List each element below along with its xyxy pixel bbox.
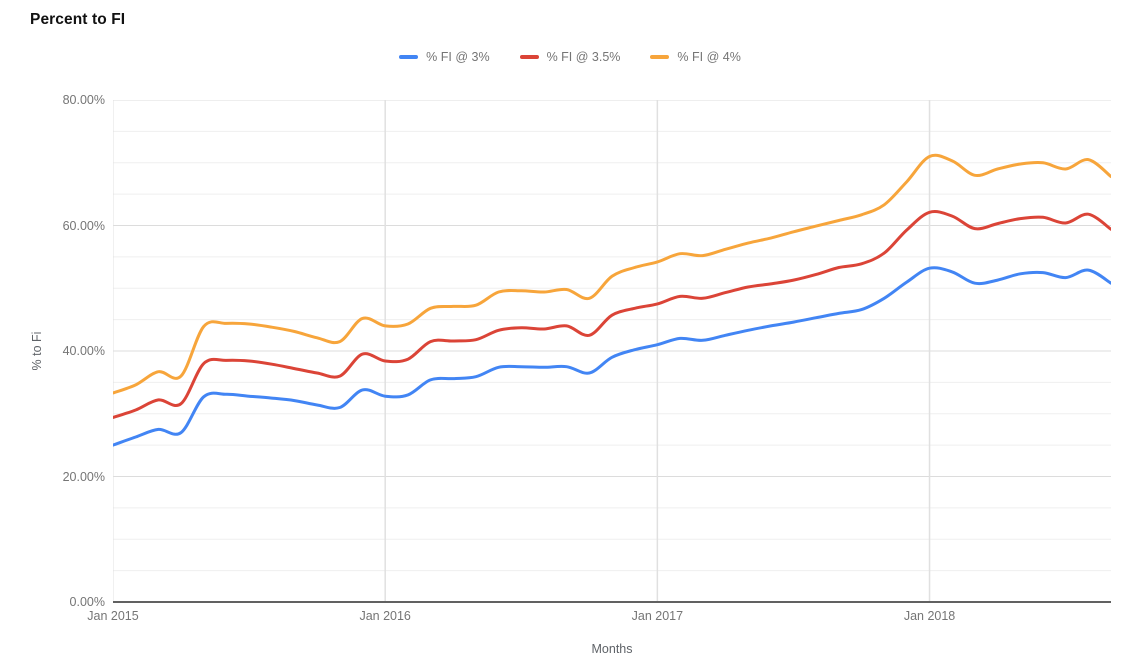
series-line: [113, 266, 1111, 447]
y-tick-label: 40.00%: [62, 344, 105, 358]
legend-item[interactable]: % FI @ 4%: [650, 50, 741, 64]
legend: % FI @ 3% % FI @ 3.5% % FI @ 4%: [0, 50, 1140, 64]
series-line: [113, 210, 1111, 419]
x-tick-label: Jan 2016: [359, 609, 411, 623]
y-axis-title: % to Fi: [30, 331, 44, 371]
y-tick-label: 80.00%: [62, 93, 105, 107]
x-axis-title: Months: [591, 642, 633, 656]
legend-label: % FI @ 3.5%: [546, 50, 621, 64]
x-tick-label: Jan 2018: [903, 609, 956, 623]
legend-swatch-icon: [519, 55, 539, 59]
legend-item[interactable]: % FI @ 3%: [399, 50, 490, 64]
series-line: [113, 153, 1111, 395]
x-tick-label: Jan 2017: [631, 609, 684, 623]
y-tick-label: 20.00%: [62, 469, 105, 484]
y-tick-label: 60.00%: [62, 218, 105, 233]
y-tick-label: 0.00%: [69, 595, 105, 609]
legend-swatch-icon: [650, 55, 670, 59]
legend-label: % FI @ 3%: [426, 50, 490, 64]
x-tick-label: Jan 2015: [87, 609, 139, 623]
legend-label: % FI @ 4%: [677, 50, 741, 64]
plot-area: [113, 100, 1111, 603]
legend-item[interactable]: % FI @ 3.5%: [519, 50, 621, 64]
chart-title: Percent to FI: [30, 11, 126, 28]
legend-swatch-icon: [399, 55, 419, 59]
